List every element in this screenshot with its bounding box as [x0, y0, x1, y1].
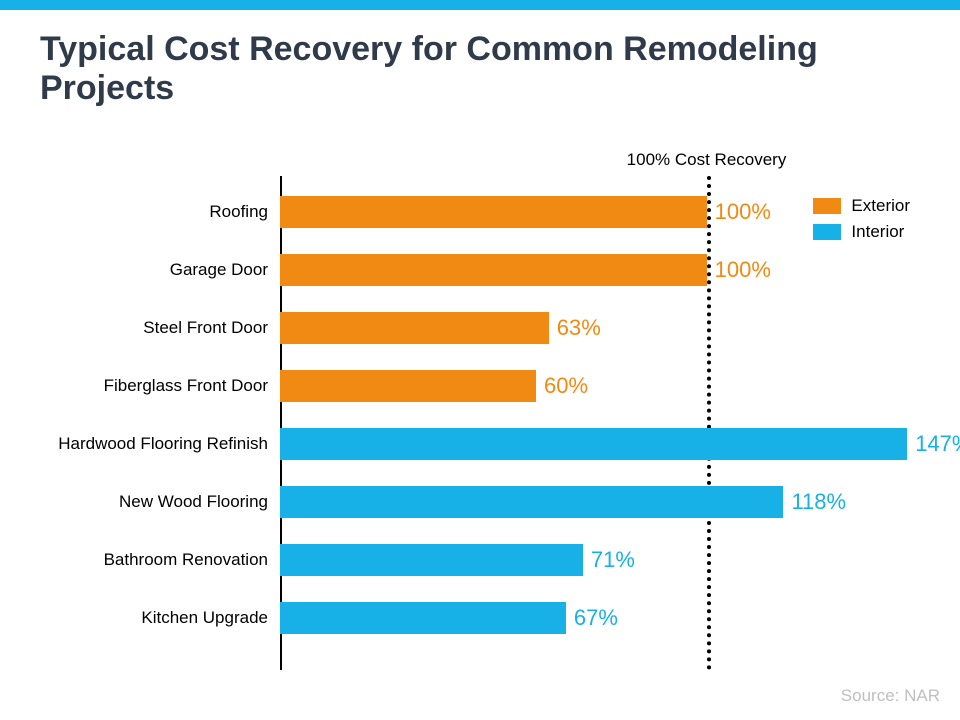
bar-value-label: 118%	[783, 480, 846, 524]
chart-title: Typical Cost Recovery for Common Remodel…	[40, 30, 920, 108]
bar-row: Garage Door 100%	[40, 248, 920, 292]
category-label: Fiberglass Front Door	[40, 376, 280, 396]
bar	[280, 254, 707, 286]
bar-value-label: 67%	[566, 596, 618, 640]
bar-track: 60%	[280, 364, 920, 408]
legend-label: Exterior	[851, 196, 910, 216]
chart-area: 100% Cost Recovery Roofing100%Garage Doo…	[40, 148, 920, 658]
category-label: Steel Front Door	[40, 318, 280, 338]
bar-value-label: 100%	[707, 248, 771, 292]
bar-track: 100%	[280, 248, 920, 292]
legend-swatch	[813, 224, 841, 240]
bar-value-label: 100%	[707, 190, 771, 234]
bar	[280, 196, 707, 228]
bar	[280, 428, 907, 460]
bar-row: Fiberglass Front Door 60%	[40, 364, 920, 408]
source-attribution: Source: NAR	[841, 686, 940, 706]
category-label: Bathroom Renovation	[40, 550, 280, 570]
bar-value-label: 147%	[907, 422, 960, 466]
category-label: Kitchen Upgrade	[40, 608, 280, 628]
legend: Exterior Interior	[813, 196, 910, 248]
category-label: New Wood Flooring	[40, 492, 280, 512]
bar-row: Roofing 100%	[40, 190, 920, 234]
bar-track: 147%	[280, 422, 920, 466]
bar	[280, 602, 566, 634]
bar	[280, 312, 549, 344]
accent-top-bar	[0, 0, 960, 10]
category-label: Hardwood Flooring Refinish	[40, 434, 280, 454]
bar-track: 118%	[280, 480, 920, 524]
legend-label: Interior	[851, 222, 904, 242]
bar-row: Hardwood Flooring Refinish147%	[40, 422, 920, 466]
bar-row: Bathroom Renovation 71%	[40, 538, 920, 582]
bar	[280, 370, 536, 402]
legend-item: Exterior	[813, 196, 910, 216]
bar-value-label: 71%	[583, 538, 635, 582]
legend-swatch	[813, 198, 841, 214]
bar-track: 71%	[280, 538, 920, 582]
bar	[280, 544, 583, 576]
bar-row: Kitchen Upgrade 67%	[40, 596, 920, 640]
bar-value-label: 60%	[536, 364, 588, 408]
bar-row: New Wood Flooring 118%	[40, 480, 920, 524]
reference-line-label: 100% Cost Recovery	[627, 150, 787, 170]
category-label: Garage Door	[40, 260, 280, 280]
bar-track: 67%	[280, 596, 920, 640]
bar-track: 63%	[280, 306, 920, 350]
legend-item: Interior	[813, 222, 910, 242]
category-label: Roofing	[40, 202, 280, 222]
bar-value-label: 63%	[549, 306, 601, 350]
bar	[280, 486, 783, 518]
bar-row: Steel Front Door 63%	[40, 306, 920, 350]
page-container: Typical Cost Recovery for Common Remodel…	[0, 10, 960, 720]
